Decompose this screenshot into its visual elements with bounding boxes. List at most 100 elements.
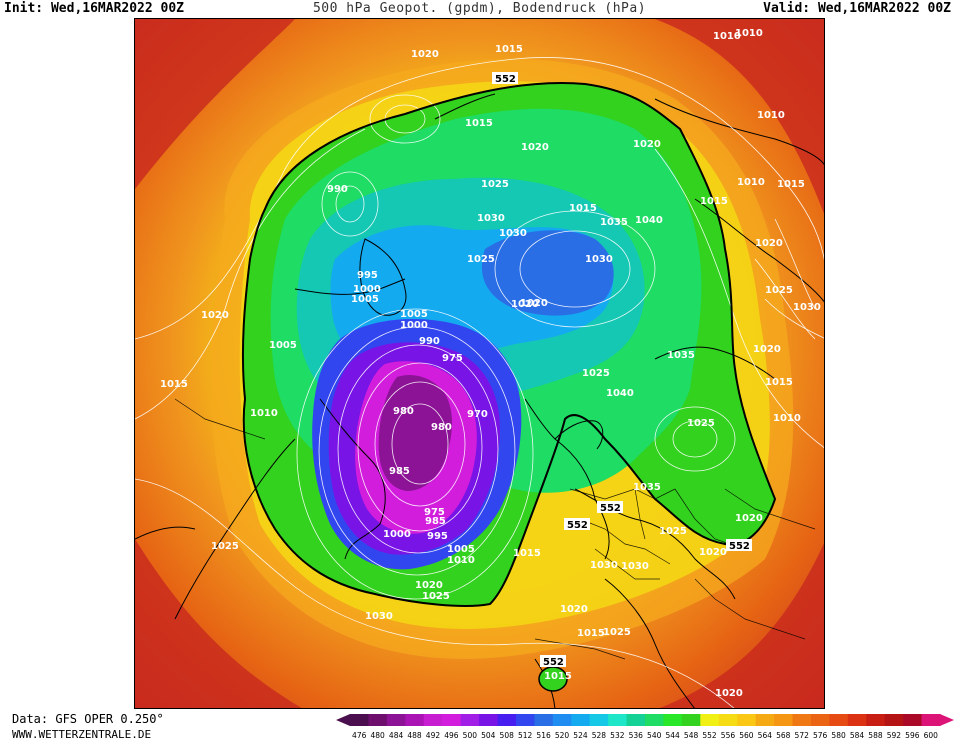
legend-swatch bbox=[921, 714, 941, 726]
init-time-label: Init: Wed,16MAR2022 00Z bbox=[4, 1, 185, 16]
isobar-label: 1000 bbox=[353, 284, 381, 295]
contour-label: 552 bbox=[600, 503, 621, 514]
isobar-label: 1010 bbox=[713, 31, 741, 42]
legend-swatch bbox=[866, 714, 886, 726]
legend-swatch bbox=[571, 714, 591, 726]
legend-swatch bbox=[645, 714, 664, 726]
isobar-label: 1025 bbox=[422, 591, 450, 602]
isobar-label: 970 bbox=[467, 409, 488, 420]
isobar-label: 1015 bbox=[513, 548, 541, 559]
isobar-label: 1010 bbox=[773, 413, 801, 424]
isobar-label: 1025 bbox=[603, 627, 631, 638]
isobar-label: 1040 bbox=[635, 215, 663, 226]
legend-swatch bbox=[368, 714, 388, 726]
legend-swatch bbox=[589, 714, 609, 726]
corner-red-nw bbox=[135, 19, 295, 189]
legend-tick-label: 580 bbox=[831, 731, 846, 740]
isobar-label: 1030 bbox=[499, 228, 527, 239]
legend-swatch bbox=[626, 714, 646, 726]
legend-swatch bbox=[810, 714, 830, 726]
contour-label: 552 bbox=[495, 74, 516, 85]
legend-swatch bbox=[755, 714, 775, 726]
isobar-label: 1005 bbox=[400, 309, 428, 320]
legend-swatch bbox=[829, 714, 849, 726]
blue-region-siberia bbox=[481, 230, 614, 316]
isobar-label: 1015 bbox=[544, 671, 572, 682]
isobar-label: 1015 bbox=[465, 118, 493, 129]
legend-tick-label: 504 bbox=[481, 731, 496, 740]
isobar-label: 1025 bbox=[659, 526, 687, 537]
legend-swatch bbox=[479, 714, 498, 726]
isobar-label: 1010 bbox=[757, 110, 785, 121]
isobar-label: 1005 bbox=[269, 340, 297, 351]
legend-tick-label: 496 bbox=[444, 731, 459, 740]
corner-red-ne bbox=[655, 19, 824, 214]
legend-tick-label: 512 bbox=[518, 731, 533, 740]
legend-swatch bbox=[884, 714, 904, 726]
legend-swatch bbox=[663, 714, 683, 726]
isobar-label: 1030 bbox=[585, 254, 613, 265]
legend-swatch bbox=[497, 714, 517, 726]
legend-swatch bbox=[386, 714, 406, 726]
legend-tick-label: 528 bbox=[592, 731, 607, 740]
isobar-label: 1020 bbox=[699, 547, 727, 558]
isobar-label: 990 bbox=[419, 336, 440, 347]
isobar-label: 1010 bbox=[737, 177, 765, 188]
legend-swatch bbox=[792, 714, 812, 726]
legend-tick-label: 484 bbox=[389, 731, 404, 740]
isobar-label: 1010 bbox=[250, 408, 278, 419]
isobar-label: 995 bbox=[357, 270, 378, 281]
isobar-label: 995 bbox=[427, 531, 448, 542]
isobar-label: 1020 bbox=[411, 49, 439, 60]
legend-swatch bbox=[423, 714, 443, 726]
legend-tick-label: 564 bbox=[758, 731, 773, 740]
isobar-label: 1015 bbox=[700, 196, 728, 207]
isobar-label: 1000 bbox=[383, 529, 411, 540]
website-label: WWW.WETTERZENTRALE.DE bbox=[12, 728, 152, 741]
legend-tick-label: 556 bbox=[721, 731, 736, 740]
legend-swatch bbox=[903, 714, 923, 726]
isobar-label: 1035 bbox=[667, 350, 695, 361]
weather-map: 1020 1015 1010 1015 1020 1025 1015 1010 … bbox=[134, 18, 825, 709]
isobar-label: 1020 bbox=[753, 344, 781, 355]
contour-label: 552 bbox=[543, 657, 564, 668]
isobar-label: 1020 bbox=[715, 688, 743, 699]
isobar-label: 1035 bbox=[633, 482, 661, 493]
legend-right-arrow bbox=[940, 714, 954, 726]
isobar-label: 985 bbox=[389, 466, 410, 477]
legend-tick-label: 552 bbox=[702, 731, 717, 740]
isobar-label: 1030 bbox=[365, 611, 393, 622]
legend-swatch bbox=[608, 714, 628, 726]
contour-label: 552 bbox=[729, 541, 750, 552]
isobar-label: 1040 bbox=[606, 388, 634, 399]
isobar-label: 1000 bbox=[400, 320, 428, 331]
legend-tick-label: 516 bbox=[536, 731, 551, 740]
isobar-label: 980 bbox=[393, 406, 414, 417]
corner-red-sw bbox=[135, 539, 302, 708]
legend-swatch bbox=[442, 714, 462, 726]
legend-tick-label: 532 bbox=[610, 731, 625, 740]
valid-time-label: Valid: Wed,16MAR2022 00Z bbox=[763, 1, 951, 16]
legend-tick-label: 572 bbox=[795, 731, 810, 740]
legend-swatch bbox=[552, 714, 572, 726]
low-dark-core bbox=[378, 374, 452, 491]
legend-swatch bbox=[460, 714, 480, 726]
isobar-label: 1025 bbox=[211, 541, 239, 552]
isobar-label: 980 bbox=[431, 422, 452, 433]
legend-tick-label: 596 bbox=[905, 731, 920, 740]
contour-label: 552 bbox=[567, 520, 588, 531]
legend-tick-label: 592 bbox=[887, 731, 902, 740]
legend-tick-label: 544 bbox=[665, 731, 680, 740]
color-legend: 476 480 484 488 492 496 500 504 508 512 516 520 524 5… bbox=[336, 714, 954, 740]
legend-tick-label: 500 bbox=[463, 731, 478, 740]
isobar-label: 1020 bbox=[735, 513, 763, 524]
legend-swatch bbox=[534, 714, 554, 726]
isobar-label: 1025 bbox=[765, 285, 793, 296]
isobar-label: 1030 bbox=[590, 560, 618, 571]
legend-tick-label: 568 bbox=[776, 731, 791, 740]
legend-tick-label: 536 bbox=[629, 731, 644, 740]
legend-tick-label: 476 bbox=[352, 731, 367, 740]
isobar-label: 1020 bbox=[201, 310, 229, 321]
isobar-label: 1020 bbox=[755, 238, 783, 249]
data-source-label: Data: GFS OPER 0.250° bbox=[12, 712, 164, 726]
